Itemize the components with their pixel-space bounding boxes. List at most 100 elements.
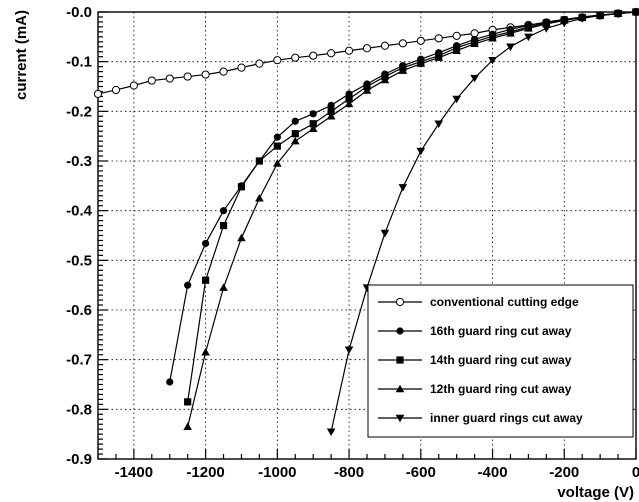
data-point xyxy=(237,63,246,72)
x-tick-label: -1200 xyxy=(186,464,224,481)
data-point xyxy=(452,31,461,40)
data-point xyxy=(165,74,174,83)
data-point xyxy=(344,346,354,355)
data-point xyxy=(452,46,461,54)
x-tick-label: -1000 xyxy=(258,464,296,481)
data-point xyxy=(129,81,138,90)
data-point xyxy=(273,159,282,167)
y-tick-label: -0.4 xyxy=(66,203,93,220)
data-point xyxy=(595,12,605,20)
y-axis-title: current (mA) xyxy=(13,10,30,100)
legend-label: inner guard rings cut away xyxy=(430,411,583,425)
x-tick-label: 0 xyxy=(632,464,639,481)
data-point xyxy=(631,8,639,17)
data-point xyxy=(273,133,281,141)
data-point xyxy=(362,86,372,94)
data-point xyxy=(470,74,479,83)
data-point xyxy=(506,29,515,37)
data-point xyxy=(255,59,264,68)
data-point xyxy=(362,44,372,53)
legend-item: inner guard rings cut away xyxy=(378,411,583,425)
data-point xyxy=(219,67,228,76)
data-point xyxy=(326,428,336,436)
data-point xyxy=(111,85,121,95)
data-point xyxy=(434,120,444,129)
data-point xyxy=(395,384,405,393)
data-point xyxy=(255,193,264,202)
x-tick-label: -600 xyxy=(406,464,436,481)
data-point xyxy=(416,59,426,67)
data-point xyxy=(559,19,569,28)
data-point xyxy=(291,130,299,138)
data-point xyxy=(398,66,408,74)
data-point xyxy=(219,207,228,215)
data-point xyxy=(470,39,479,48)
data-point xyxy=(219,221,228,230)
legend: conventional cutting edge 16th guard ring… xyxy=(367,284,634,438)
y-tick-label: -0.2 xyxy=(66,103,92,120)
legend-label: 12th guard ring cut away xyxy=(430,382,572,396)
data-point xyxy=(327,107,335,115)
data-point xyxy=(219,283,228,291)
y-tick-label: -0.1 xyxy=(66,54,92,71)
data-point xyxy=(273,56,282,65)
x-tick-label: -400 xyxy=(478,464,508,481)
data-point xyxy=(452,95,461,104)
data-point xyxy=(184,281,192,289)
series-line xyxy=(330,11,637,432)
x-tick-label: -1400 xyxy=(115,464,153,481)
data-point xyxy=(416,147,426,156)
data-point xyxy=(380,229,390,238)
data-point xyxy=(202,239,210,248)
legend-label: 16th guard ring cut away xyxy=(430,324,572,338)
legend-item: 16th guard ring cut away xyxy=(378,324,572,338)
x-axis-title: voltage (V) xyxy=(557,484,634,501)
legend-item: 14th guard ring cut away xyxy=(378,353,572,367)
y-tick-label: -0.9 xyxy=(66,451,92,468)
data-point xyxy=(93,89,103,99)
data-point xyxy=(380,41,390,50)
data-point xyxy=(184,398,192,406)
legend-box xyxy=(367,284,634,438)
y-tick-label: -0.7 xyxy=(66,352,92,369)
data-point xyxy=(201,347,210,356)
data-point xyxy=(488,56,497,65)
x-tick-label: -200 xyxy=(549,464,579,481)
data-point xyxy=(396,356,404,364)
data-point xyxy=(542,25,551,33)
data-point xyxy=(344,99,354,108)
data-point xyxy=(506,43,515,52)
series-5 xyxy=(326,8,639,436)
data-point xyxy=(398,184,408,192)
data-point xyxy=(290,136,300,145)
data-point xyxy=(309,120,317,128)
data-point xyxy=(327,49,336,58)
data-point xyxy=(201,70,210,79)
data-point xyxy=(327,101,335,109)
data-point xyxy=(166,378,174,386)
data-point xyxy=(291,53,300,62)
legend-item: conventional cutting edge xyxy=(378,295,579,309)
data-point xyxy=(309,51,318,60)
series-4 xyxy=(183,7,639,430)
data-point xyxy=(416,36,425,45)
legend-label: conventional cutting edge xyxy=(430,295,579,309)
data-point xyxy=(524,33,533,42)
data-point xyxy=(395,297,405,307)
y-tick-label: -0.0 xyxy=(66,4,92,21)
y-tick-label: -0.8 xyxy=(66,401,92,418)
legend-label: 14th guard ring cut away xyxy=(430,353,572,367)
x-tick-label: -800 xyxy=(334,464,364,481)
data-point xyxy=(613,10,623,18)
data-point xyxy=(344,46,354,55)
data-point xyxy=(398,39,407,48)
y-tick-label: -0.5 xyxy=(66,252,92,269)
data-point xyxy=(202,276,210,284)
data-point xyxy=(326,112,336,120)
data-point xyxy=(396,327,404,335)
data-point xyxy=(345,95,353,103)
data-point xyxy=(434,53,444,61)
data-point xyxy=(147,76,156,85)
data-point xyxy=(434,34,443,43)
